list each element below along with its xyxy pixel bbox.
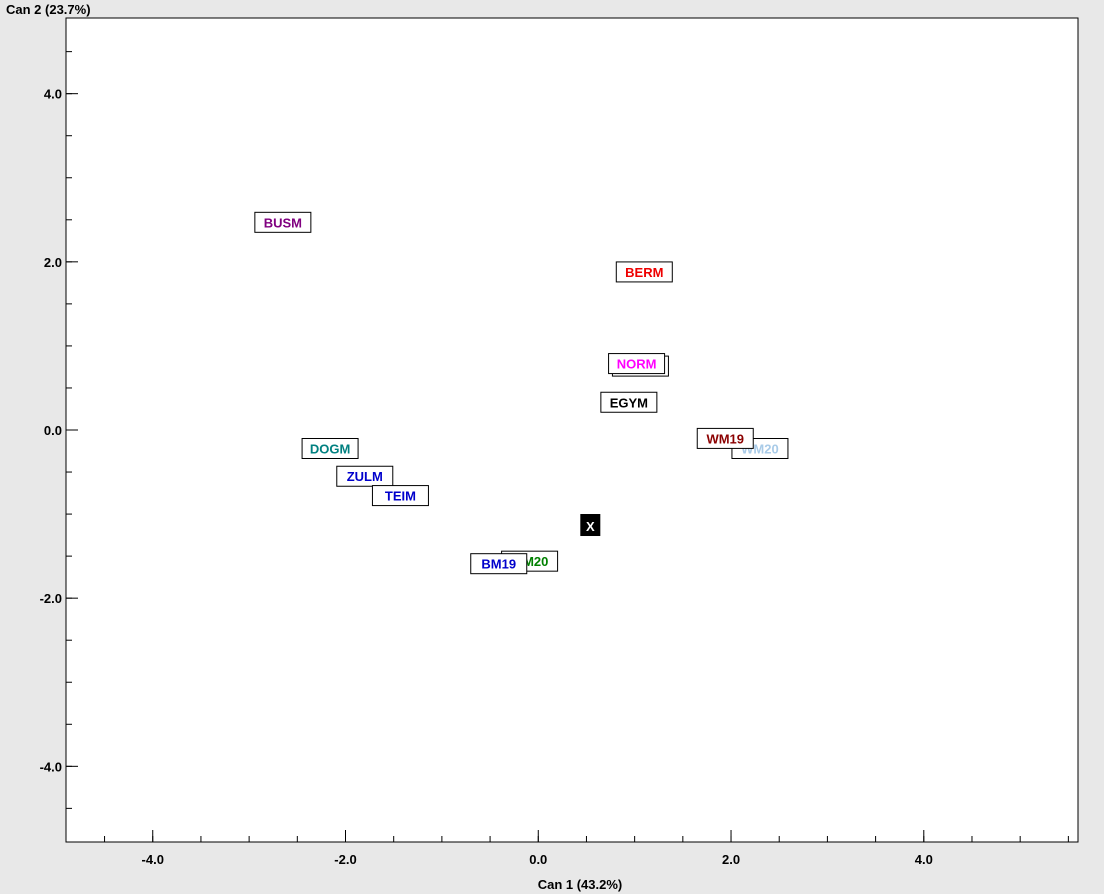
- data-point: BM19: [470, 553, 528, 575]
- point-label-box: [470, 553, 528, 575]
- data-point: DOGM: [301, 437, 359, 459]
- point-label: WM19: [706, 431, 744, 446]
- x-marker-box: [580, 514, 601, 537]
- data-point: EGYM: [600, 391, 658, 413]
- x-tick-label: 2.0: [722, 852, 740, 867]
- y-axis-title: Can 2 (23.7%): [6, 2, 91, 17]
- x-tick-label: -4.0: [142, 852, 164, 867]
- y-tick-label: 2.0: [44, 255, 62, 270]
- x-tick-label: -2.0: [334, 852, 356, 867]
- point-label-box: [600, 391, 658, 413]
- point-label: ZULM: [347, 469, 383, 484]
- x-marker: X: [580, 514, 601, 537]
- point-label: EGYM: [610, 395, 648, 410]
- data-point: TEIM: [371, 485, 429, 507]
- x-marker-label: X: [586, 519, 595, 534]
- y-tick-label: -4.0: [40, 759, 62, 774]
- x-tick-label: 4.0: [915, 852, 933, 867]
- y-tick-label: -2.0: [40, 591, 62, 606]
- data-point: BUSM: [254, 211, 312, 233]
- point-label-box: [336, 465, 394, 487]
- point-label: DOGM: [310, 441, 350, 456]
- point-label: BUSM: [264, 215, 302, 230]
- data-point: BERM: [615, 261, 673, 283]
- data-point: ZULM: [336, 465, 394, 487]
- point-labels: BUSMBERMNORMNORMEGYMWM20WM19DOGMZULMTEIM…: [254, 211, 789, 575]
- point-label-box: [608, 353, 666, 375]
- y-tick-label: 0.0: [44, 423, 62, 438]
- x-tick-label: 0.0: [529, 852, 547, 867]
- data-point: WM19: [696, 427, 754, 449]
- point-label: NORM: [617, 357, 657, 372]
- point-label: TEIM: [385, 489, 416, 504]
- x-axis-title: Can 1 (43.2%): [538, 877, 623, 892]
- plot-area: [65, 17, 1079, 843]
- data-point: NORM: [608, 353, 666, 375]
- point-label: BERM: [625, 265, 663, 280]
- point-label-box: [371, 485, 429, 507]
- point-label-box: [615, 261, 673, 283]
- y-tick-label: 4.0: [44, 87, 62, 102]
- point-label: BM19: [481, 557, 516, 572]
- point-label-box: [696, 427, 754, 449]
- point-label-box: [254, 211, 312, 233]
- point-label-box: [301, 437, 359, 459]
- axis-ticks: -4.0 -2.0 0.0 2.0 4.0 4.0 2.0 0.0 -2.0 -4.0: [40, 51, 1069, 867]
